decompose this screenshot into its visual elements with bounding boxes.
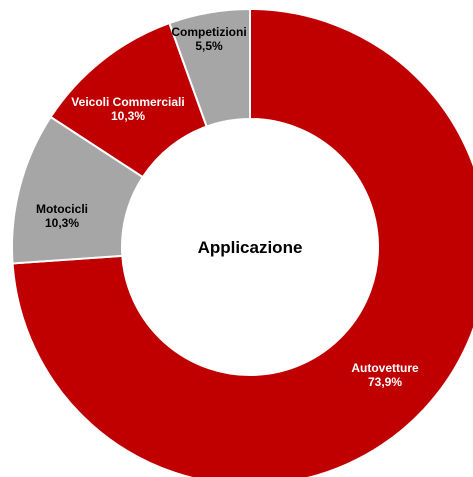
slice-label: Motocicli [36,202,88,216]
chart-title: Applicazione [198,238,303,257]
slice-autovetture [11,7,473,477]
slice-value-label: 5,5% [195,39,223,53]
slice-value-label: 10,3% [45,216,79,230]
slice-label: Competizioni [171,25,246,39]
slice-label: Veicoli Commerciali [71,95,184,109]
donut-slices [11,7,473,477]
slice-value-label: 73,9% [368,375,402,389]
slice-competizioni [168,7,251,128]
slice-label: Autovetture [351,361,419,375]
slice-value-label: 10,3% [111,109,145,123]
